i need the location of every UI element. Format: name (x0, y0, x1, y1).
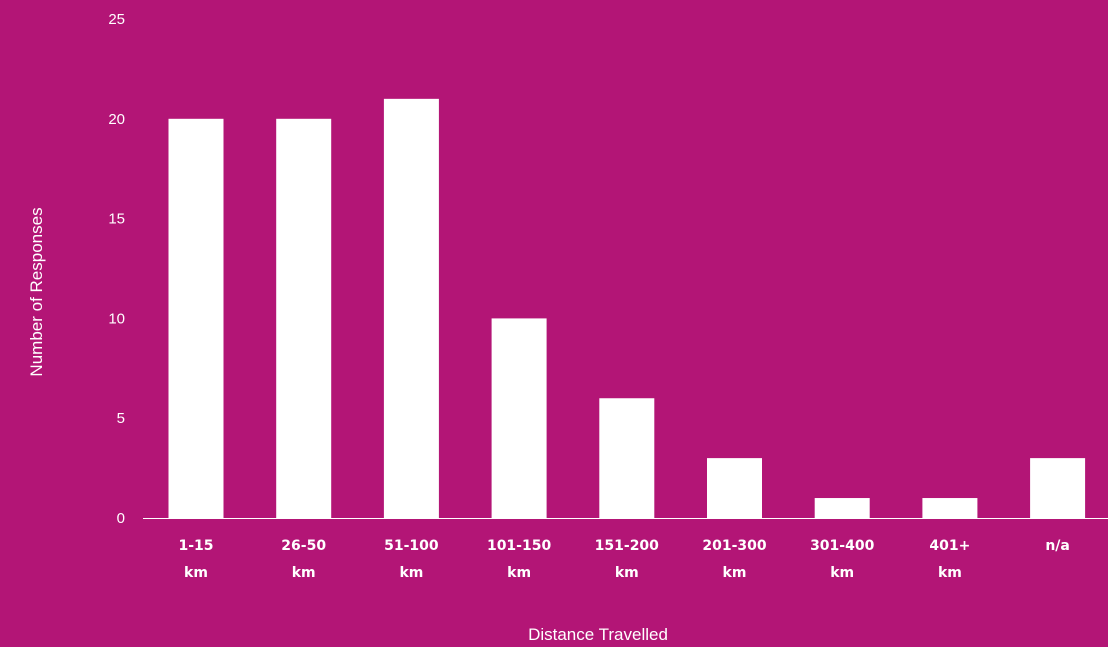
y-tick-label: 5 (117, 410, 125, 427)
bar (599, 398, 655, 518)
x-tick-label: 26-50 (281, 538, 326, 554)
y-axis-title: Number of Responses (27, 207, 46, 376)
bar (276, 118, 332, 519)
x-axis-labels: 1-15 km 26-50 km 51-100 km 101-150 km 151-200 km 2… (178, 538, 1069, 581)
x-tick-label: km (184, 565, 208, 581)
bar (1030, 458, 1086, 518)
x-tick-label: 1-15 (178, 538, 213, 554)
y-tick-label: 15 (108, 211, 125, 228)
x-tick-label: km (507, 565, 531, 581)
x-tick-label: 201-300 (702, 538, 767, 554)
x-tick-label: 101-150 (487, 538, 552, 554)
bar (168, 118, 224, 519)
x-tick-label: n/a (1045, 538, 1070, 554)
x-tick-label: 151-200 (595, 538, 660, 554)
x-tick-label: km (615, 565, 639, 581)
x-tick-label: km (292, 565, 316, 581)
bars (168, 98, 1086, 519)
y-tick-label: 0 (117, 510, 125, 527)
bar (383, 98, 439, 518)
bar (491, 318, 547, 518)
x-tick-label: 401+ (929, 538, 970, 554)
x-tick-label: km (830, 565, 854, 581)
x-tick-label: km (723, 565, 747, 581)
y-tick-label: 25 (108, 11, 125, 28)
bar (922, 498, 978, 518)
x-tick-label: 301-400 (810, 538, 875, 554)
x-tick-label: km (399, 565, 423, 581)
y-tick-label: 20 (108, 111, 125, 128)
bar (814, 498, 870, 518)
y-tick-label: 10 (108, 310, 125, 327)
bar (707, 458, 762, 518)
x-tick-label: km (938, 565, 962, 581)
x-tick-label: 51-100 (384, 538, 439, 554)
y-axis-ticks: 0 5 10 15 20 25 (108, 11, 125, 527)
x-axis-title: Distance Travelled (528, 625, 668, 644)
